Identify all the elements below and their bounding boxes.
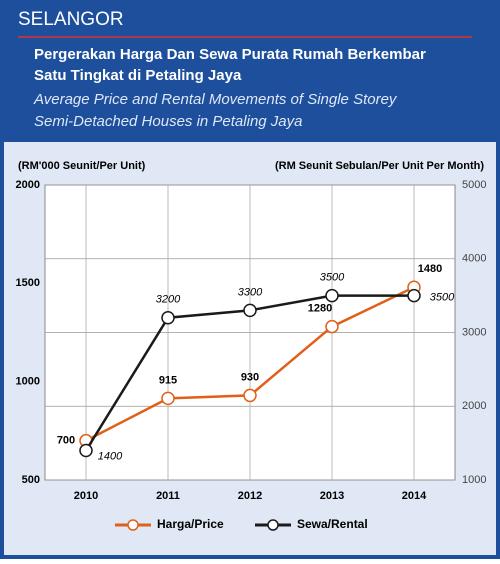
data-label: 930 xyxy=(241,371,259,383)
legend-marker xyxy=(267,519,279,531)
data-label: 915 xyxy=(159,374,177,386)
x-tick-label: 2012 xyxy=(238,490,262,502)
y2-tick-label: 2000 xyxy=(462,400,486,412)
data-label: 1400 xyxy=(98,450,123,462)
point xyxy=(325,319,339,334)
region: SELANGOR xyxy=(18,9,124,30)
data-label: 1280 xyxy=(308,303,332,315)
data-label: 1480 xyxy=(418,263,442,275)
x-tick-label: 2010 xyxy=(74,490,98,502)
y-tick-label: 500 xyxy=(22,474,40,486)
point xyxy=(243,303,257,318)
point xyxy=(243,388,257,403)
title-line: Satu Tingkat di Petaling Jaya xyxy=(34,67,242,84)
y-tick-label: 2000 xyxy=(16,179,40,191)
subtitle-line: Average Price and Rental Movements of Si… xyxy=(33,91,398,108)
y2-tick-label: 1000 xyxy=(462,474,486,486)
data-label: 3500 xyxy=(430,292,455,304)
y2-tick-label: 3000 xyxy=(462,326,486,338)
y-tick-label: 1500 xyxy=(16,277,40,289)
legend-marker xyxy=(127,519,139,531)
y-axis-label: (RM'000 Seunit/Per Unit) xyxy=(18,160,146,172)
x-tick-label: 2013 xyxy=(320,490,344,502)
y2-tick-label: 4000 xyxy=(462,253,486,265)
y-tick-label: 1000 xyxy=(16,376,40,388)
data-label: 700 xyxy=(57,435,75,447)
x-tick-label: 2014 xyxy=(402,490,427,502)
data-label: 3500 xyxy=(320,272,345,284)
legend-label: Sewa/Rental xyxy=(297,517,368,531)
point xyxy=(407,288,421,303)
point xyxy=(161,391,175,406)
legend-label: Harga/Price xyxy=(157,517,224,531)
point xyxy=(325,288,339,303)
title-line: Pergerakan Harga Dan Sewa Purata Rumah B… xyxy=(34,46,426,63)
point xyxy=(79,443,93,458)
point xyxy=(161,311,175,325)
x-tick-label: 2011 xyxy=(156,490,180,502)
subtitle-line: Semi-Detached Houses in Petaling Jaya xyxy=(34,113,302,130)
data-label: 3300 xyxy=(238,286,263,298)
y2-tick-label: 5000 xyxy=(462,179,486,191)
data-label: 3200 xyxy=(156,294,181,306)
y2-axis-label: (RM Seunit Sebulan/Per Unit Per Month) xyxy=(275,160,484,172)
